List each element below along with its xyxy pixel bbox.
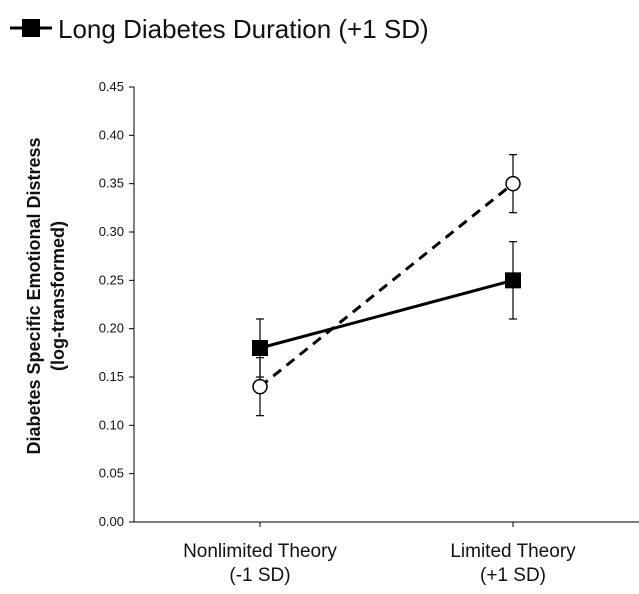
y-tick-label: 0.10 (99, 417, 124, 432)
y-axis-title: Diabetes Specific Emotional Distress (lo… (24, 137, 68, 454)
y-tick-label: 0.25 (99, 272, 124, 287)
legend-label: Long Diabetes Duration (+1 SD) (58, 14, 429, 44)
y-tick-label: 0.00 (99, 514, 124, 529)
y-tick-label: 0.40 (99, 127, 124, 142)
data-point-circle (505, 175, 521, 192)
series-line (259, 278, 514, 350)
x-category-label: Nonlimited Theory (183, 541, 337, 562)
data-point-square (505, 272, 521, 289)
legend-marker-filled-square (22, 19, 40, 37)
x-category-labels: Nonlimited Theory (-1 SD) Limited Theory (+… (183, 522, 576, 586)
y-tick-label: 0.05 (99, 466, 124, 481)
x-category-label: (+1 SD) (480, 565, 546, 586)
y-tick-label: 0.30 (99, 224, 124, 239)
data-point-square (252, 340, 268, 356)
series-line (259, 182, 514, 388)
y-ticks: 0.00 0.05 0.10 0.15 0.20 0.25 0.30 0.35 0.40 0.45 (99, 79, 134, 529)
y-axis-title-line-1: Diabetes Specific Emotional Distress (24, 137, 44, 454)
x-category-label: (-1 SD) (229, 565, 290, 586)
y-axis-title-line-2: (log-transformed) (48, 221, 68, 371)
series-layer (252, 154, 521, 417)
data-point-circle (252, 378, 268, 395)
y-tick-label: 0.45 (99, 79, 124, 94)
y-tick-label: 0.35 (99, 176, 124, 191)
x-category-label: Limited Theory (450, 541, 576, 562)
y-tick-label: 0.15 (99, 369, 124, 384)
y-tick-label: 0.20 (99, 321, 124, 336)
legend: Long Diabetes Duration (+1 SD) (10, 14, 429, 44)
